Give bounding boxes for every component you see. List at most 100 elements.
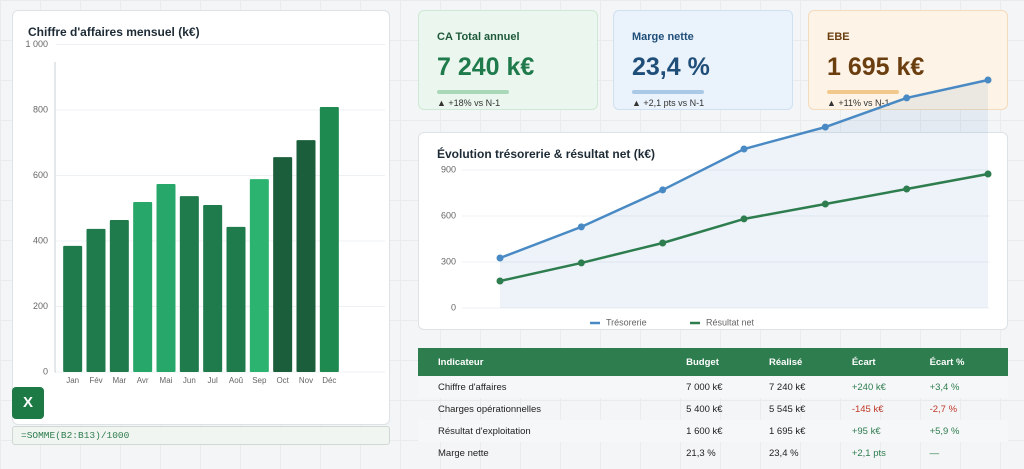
legend-label: Trésorerie <box>606 317 647 327</box>
kpi-value: 23,4 % <box>632 53 710 81</box>
bar <box>109 220 129 372</box>
table-row: Chiffre d'affaires 7 000 k€ 7 240 k€ +240 k… <box>418 376 1008 398</box>
kpi-bar <box>827 90 899 94</box>
cell: 5 400 k€ <box>686 403 723 415</box>
table-row: Marge nette 21,3 % 23,4 % +2,1 pts — <box>418 442 1008 464</box>
cell: 7 240 k€ <box>767 376 851 398</box>
cell: -2,7 % <box>929 403 958 415</box>
cell: -145 k€ <box>851 403 884 415</box>
chart-title: Chiffre d'affaires mensuel (k€) <box>28 25 200 39</box>
x-tick-label: Fév <box>89 376 102 385</box>
cell: 21,3 % <box>686 447 716 459</box>
table-header: Indicateur Budget Réalisé Écart Écart % <box>418 348 1008 376</box>
x-tick-label: Oct <box>276 376 289 385</box>
y-tick-label: 0 <box>451 302 456 312</box>
x-tick-label: Mai <box>160 376 173 385</box>
x-tick-label: Jan <box>66 376 79 385</box>
bar <box>319 107 339 373</box>
y-tick-label: 800 <box>33 104 48 114</box>
table-row: Résultat d'exploitation 1 600 k€ 1 695 k€ +… <box>418 420 1008 442</box>
excel-icon[interactable]: X <box>12 387 44 419</box>
bar <box>156 184 176 372</box>
point <box>577 259 585 267</box>
header-cell: Réalisé <box>767 348 851 376</box>
point <box>984 76 992 84</box>
point <box>659 239 667 247</box>
point <box>577 223 585 231</box>
header-cell: Indicateur <box>418 348 686 376</box>
kpi-card: Marge nette 23,4 % ▲ +2,1 pts vs N-1 <box>613 10 793 110</box>
kpi-label: Marge nette <box>632 31 694 43</box>
y-tick-label: 300 <box>441 256 456 266</box>
kpi-change: ▲ +18% vs N-1 <box>437 98 501 108</box>
cell: +240 k€ <box>850 376 929 398</box>
x-tick-label: Avr <box>137 376 149 385</box>
legend-label: Résultat net <box>706 317 755 327</box>
chart-title: Évolution trésorerie & résultat net (k€) <box>437 146 655 161</box>
kpi-value: 7 240 k€ <box>437 53 535 81</box>
header-cell: Écart % <box>928 348 1008 376</box>
y-tick-label: 1 000 <box>25 39 48 49</box>
y-tick-label: 400 <box>33 235 48 245</box>
bar <box>296 140 316 372</box>
point <box>496 254 504 262</box>
bar <box>226 226 246 372</box>
header-cell: Budget <box>685 348 768 376</box>
bar <box>179 196 199 372</box>
cell: 1 600 k€ <box>685 420 768 442</box>
cell: 23,4 % <box>768 447 799 459</box>
point <box>659 186 667 194</box>
x-tick-label: Sep <box>252 376 267 385</box>
point <box>740 215 748 223</box>
bar <box>203 204 223 372</box>
cell: +5,9 % <box>928 420 1008 442</box>
area <box>500 79 988 308</box>
formula-bar[interactable]: =SOMME(B2:B13)/1000 <box>12 426 390 445</box>
y-tick-label: 600 <box>33 170 48 180</box>
bar <box>86 228 106 372</box>
x-tick-label: Jun <box>183 376 196 385</box>
kpi-bar <box>437 90 509 94</box>
table-row: Charges opérationnelles 5 400 k€ 5 545 k€ -… <box>418 398 1008 420</box>
bar <box>133 202 153 372</box>
cell: Chiffre d'affaires <box>418 376 686 398</box>
point <box>740 145 748 153</box>
kpi-label: CA Total annuel <box>437 31 520 43</box>
point <box>984 170 992 178</box>
cell: Résultat d'exploitation <box>418 420 686 442</box>
y-tick-label: 900 <box>441 164 456 174</box>
point <box>903 94 911 102</box>
cell: — <box>929 447 940 459</box>
x-tick-label: Aoû <box>229 376 243 385</box>
y-tick-label: 200 <box>33 301 48 311</box>
budget-table: Indicateur Budget Réalisé Écart Écart % … <box>418 348 1008 464</box>
kpi-card: CA Total annuel 7 240 k€ ▲ +18% vs N-1 <box>418 10 598 110</box>
y-tick-label: 0 <box>43 366 48 376</box>
point <box>903 185 911 193</box>
cell: Marge nette <box>438 447 489 459</box>
bar <box>63 245 83 372</box>
point <box>821 200 829 208</box>
cell: Charges opérationnelles <box>438 403 541 415</box>
header-cell: Écart <box>850 348 929 376</box>
cell: +2,1 pts <box>851 447 886 459</box>
kpi-change: ▲ +11% vs N-1 <box>827 98 890 108</box>
kpi-value: 1 695 k€ <box>827 53 925 81</box>
point <box>821 123 829 131</box>
kpi-card: EBE 1 695 k€ ▲ +11% vs N-1 <box>808 10 1008 110</box>
cell: +3,4 % <box>928 376 1008 398</box>
y-tick-label: 600 <box>441 210 456 220</box>
x-tick-label: Déc <box>322 376 336 385</box>
point <box>496 277 504 285</box>
bar <box>273 157 293 372</box>
bar <box>249 179 269 372</box>
x-tick-label: Nov <box>299 376 313 385</box>
kpi-label: EBE <box>827 31 850 43</box>
kpi-bar <box>632 90 704 94</box>
cell: 5 545 k€ <box>768 403 806 415</box>
x-tick-label: Jul <box>208 376 218 385</box>
cell: 1 695 k€ <box>767 420 851 442</box>
cell: +95 k€ <box>850 420 929 442</box>
